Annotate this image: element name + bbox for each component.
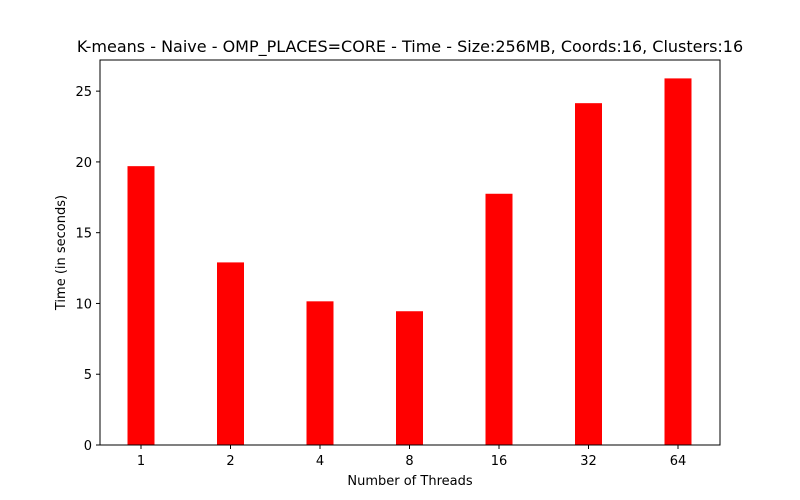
bar-8 xyxy=(396,311,423,445)
x-tick-label-4: 4 xyxy=(316,454,324,469)
y-tick-label-0: 0 xyxy=(84,439,92,454)
bar-16 xyxy=(485,193,513,445)
bar-32 xyxy=(575,103,602,445)
x-tick-label-64: 64 xyxy=(670,454,687,469)
x-axis-label: Number of Threads xyxy=(347,474,472,489)
bar-64 xyxy=(664,78,692,446)
y-tick-label-15: 15 xyxy=(75,227,92,242)
plot-area: 1 2 4 8 16 32 64 0 5 10 15 20 25 xyxy=(75,59,721,469)
bar-2 xyxy=(217,262,244,445)
y-tick-label-25: 25 xyxy=(75,85,92,100)
y-tick-label-5: 5 xyxy=(84,368,92,383)
y-axis-label: Time (in seconds) xyxy=(54,195,69,311)
bar-1 xyxy=(127,166,155,445)
x-tick-label-32: 32 xyxy=(580,454,597,469)
x-tick-label-2: 2 xyxy=(226,454,234,469)
x-tick-label-1: 1 xyxy=(137,454,145,469)
y-tick-label-20: 20 xyxy=(75,156,92,171)
y-tick-label-10: 10 xyxy=(75,297,92,312)
bar-4 xyxy=(306,301,334,445)
chart-title: K-means - Naive - OMP_PLACES=CORE - Time… xyxy=(77,37,743,57)
x-tick-label-8: 8 xyxy=(405,454,413,469)
x-tick-label-16: 16 xyxy=(491,454,508,469)
